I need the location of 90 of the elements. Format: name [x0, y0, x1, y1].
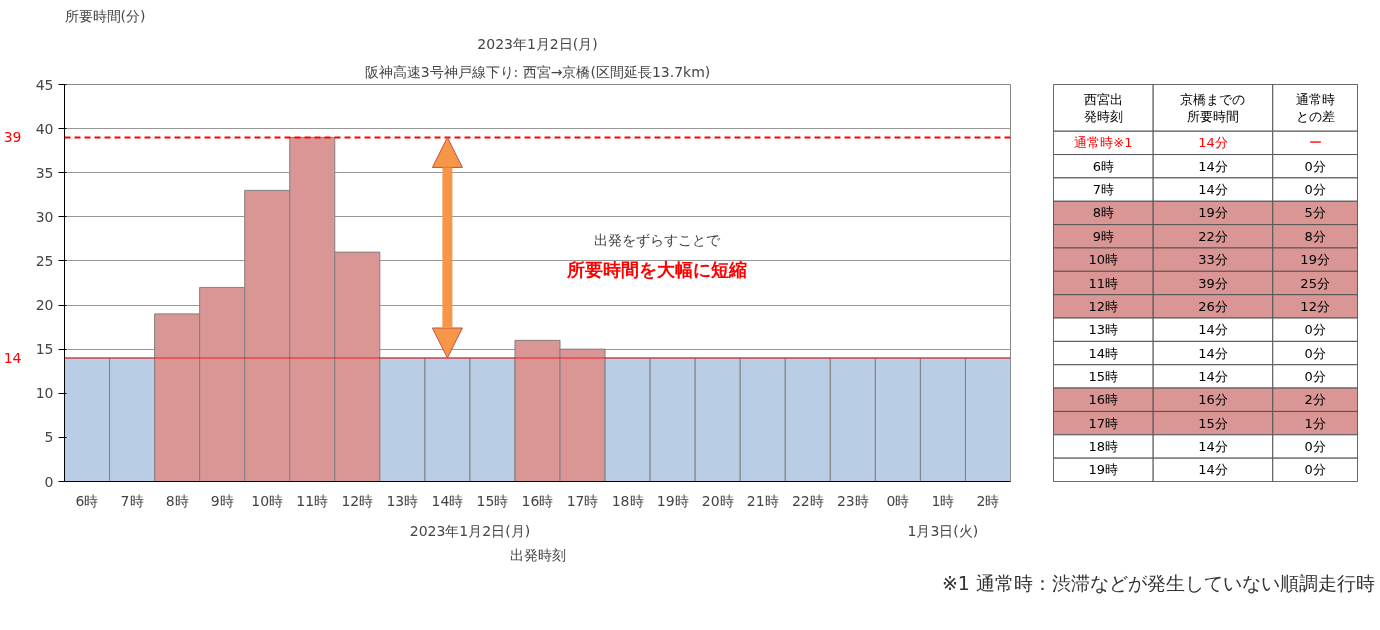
data-label: 0分: [1304, 368, 1326, 384]
x-tick-label: 9時: [210, 492, 234, 509]
x-tick-label: 15時: [476, 492, 509, 509]
data-label: 12分: [1300, 298, 1330, 314]
y-tick-label: 7時: [1092, 182, 1114, 198]
y-tick-label: 10: [35, 385, 54, 402]
x-tick-label: 12時: [341, 492, 374, 509]
y-tick-label: 12時: [1088, 298, 1119, 314]
data-label: 14分: [1198, 368, 1228, 384]
data-label: 14分: [1198, 158, 1228, 174]
y-tick-label: 8時: [1092, 205, 1114, 221]
x-tick-label: 21時: [746, 492, 779, 509]
data-label: 16分: [1198, 392, 1228, 408]
data-label: 33分: [1198, 252, 1228, 268]
y-tick-label: 6時: [1092, 158, 1114, 174]
data-label: 19分: [1300, 252, 1330, 268]
x-tick-label: 16時: [521, 492, 554, 509]
y-tick-label: 45: [35, 76, 54, 93]
data-label: 0分: [1304, 345, 1326, 361]
x-tick-label: 23時: [836, 492, 869, 509]
x-tick-label: 14時: [431, 492, 464, 509]
y-tick-label: 35: [35, 164, 54, 181]
data-label: 14分: [1198, 182, 1228, 198]
y-tick-label: 11時: [1088, 275, 1119, 291]
y-tick-label: 9時: [1092, 228, 1114, 244]
y-tick-label: 20: [35, 297, 54, 314]
y-tick-label: 14時: [1088, 345, 1119, 361]
text: ー: [1308, 135, 1322, 151]
y-axis-title: 所要時間(分): [64, 7, 146, 24]
text: ※1 通常時：渋滞などが発生していない順調走行時: [941, 571, 1375, 596]
chart-subtitle: 阪神高速3号神戸線下り: 西宮→京橋(区間延長13.7km): [364, 63, 711, 80]
x-tick-label: 京橋までの所要時間: [1180, 91, 1246, 125]
x-tick-label: 1時: [931, 492, 955, 509]
y-tick-label: 15時: [1088, 368, 1119, 384]
x-tick-label: 20時: [701, 492, 734, 509]
data-label: 0分: [1304, 438, 1326, 454]
x-tick-label: 18時: [611, 492, 644, 509]
data-label: 1分: [1304, 415, 1326, 431]
x-tick-label: 19時: [656, 492, 689, 509]
y-tick-label: 16時: [1088, 392, 1119, 408]
y-tick-label: 25: [35, 252, 54, 269]
data-label: 15分: [1198, 415, 1228, 431]
x-tick-label: 通常時との差: [1295, 91, 1335, 125]
y-tick-label: 17時: [1088, 415, 1119, 431]
data-label: 26分: [1198, 298, 1228, 314]
x-tick-label: 13時: [386, 492, 419, 509]
data-label: 19分: [1198, 205, 1228, 221]
y-tick-label: 15: [35, 341, 54, 358]
data-label: 5分: [1304, 205, 1326, 221]
ref-line-label: 14: [3, 349, 22, 366]
data-label: 22分: [1198, 228, 1228, 244]
x-axis-title: 出発時刻: [509, 546, 566, 563]
data-label: 2分: [1304, 392, 1326, 408]
x-tick-label: 6時: [75, 492, 99, 509]
x-tick-label: 7時: [120, 492, 144, 509]
data-label: 14分: [1198, 322, 1228, 338]
y-tick-label: 13時: [1088, 322, 1119, 338]
y-tick-label: 通常時※1: [1074, 135, 1133, 151]
x-tick-label: 8時: [165, 492, 189, 509]
y-axis-title: 西宮出発時刻: [1083, 91, 1123, 125]
annotation: 所要時間を大幅に短縮: [565, 259, 747, 281]
y-tick-label: 18時: [1088, 438, 1119, 454]
chart-title: 2023年1月2日(月): [477, 35, 598, 52]
data-label: 0分: [1304, 462, 1326, 478]
annotation: 出発をずらすことで: [593, 231, 721, 248]
y-tick-label: 0: [44, 473, 54, 490]
x-tick-label: 10時: [251, 492, 284, 509]
data-label: 14分: [1198, 462, 1228, 478]
data-label: 0分: [1304, 322, 1326, 338]
data-label: 25分: [1300, 275, 1330, 291]
data-label: 0分: [1304, 182, 1326, 198]
data-label: 14分: [1198, 135, 1228, 151]
data-label: 8分: [1304, 228, 1326, 244]
x-tick-label: 11時: [296, 492, 329, 509]
y-tick-label: 5: [44, 429, 54, 446]
text: 2023年1月2日(月): [409, 522, 531, 539]
x-tick-label: 22時: [791, 492, 824, 509]
ref-line-label: 39: [3, 129, 22, 146]
data-label: 14分: [1198, 438, 1228, 454]
y-tick-label: 40: [35, 120, 54, 137]
text: 1月3日(火): [907, 522, 979, 539]
data-label: 39分: [1198, 275, 1228, 291]
data-label: 0分: [1304, 158, 1326, 174]
data-label: 14分: [1198, 345, 1228, 361]
x-tick-label: 0時: [886, 492, 910, 509]
y-tick-label: 10時: [1088, 252, 1119, 268]
x-tick-label: 2時: [976, 492, 1000, 509]
x-tick-label: 17時: [566, 492, 599, 509]
y-tick-label: 19時: [1088, 462, 1119, 478]
y-tick-label: 30: [35, 208, 54, 225]
